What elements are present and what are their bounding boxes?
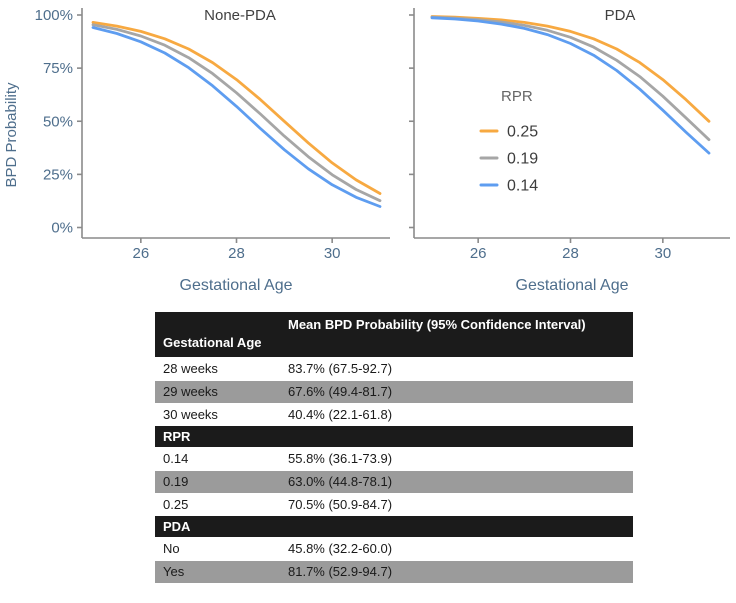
x-axis-label: Gestational Age (180, 277, 293, 294)
value-column-header: Mean BPD Probability (95% Confidence Int… (288, 317, 586, 332)
series-line-0.14 (430, 16, 711, 155)
row-label: 30 weeks (163, 407, 218, 422)
row-label: 29 weeks (163, 384, 218, 399)
table-row: 29 weeks 67.6% (49.4-81.7) (155, 380, 633, 403)
table-row: 0.19 63.0% (44.8-78.1) (155, 470, 633, 493)
table-row: 0.14 55.8% (36.1-73.9) (155, 447, 633, 470)
legend-title: RPR (501, 88, 533, 105)
row-value: 81.7% (52.9-94.7) (288, 564, 393, 579)
legend-entry-label: 0.14 (507, 178, 538, 195)
series-line-0.19 (430, 15, 711, 142)
table-header-spacer (155, 316, 280, 334)
row-label: 0.19 (163, 474, 189, 489)
table-body: 28 weeks 83.7% (67.5-92.7) 29 weeks 67.6% (… (155, 357, 633, 583)
table-row: 28 weeks 83.7% (67.5-92.7) (155, 357, 633, 380)
section-header-rpr: RPR (155, 426, 633, 447)
y-tick-label: 0% (51, 220, 73, 237)
row-value: 63.0% (44.8-78.1) (288, 474, 393, 489)
y-axis-label: BPD Probability (3, 82, 20, 188)
series-line-0.14 (91, 26, 382, 208)
chart-title: None-PDA (204, 7, 276, 24)
series-line-0.19 (91, 23, 382, 203)
table-row: Yes 81.7% (52.9-94.7) (155, 560, 633, 583)
x-axis-label: Gestational Age (516, 277, 629, 294)
series-line-0.25 (430, 15, 711, 123)
x-tick-label: 30 (324, 245, 341, 262)
y-tick-label: 75% (43, 60, 73, 77)
row-value: 40.4% (22.1-61.8) (288, 407, 393, 422)
x-tick-label: 30 (654, 245, 671, 262)
table-row: 0.25 70.5% (50.9-84.7) (155, 493, 633, 516)
row-label: Yes (163, 564, 185, 579)
row-value: 45.8% (32.2-60.0) (288, 541, 393, 556)
x-tick-label: 26 (132, 245, 149, 262)
x-tick-label: 28 (228, 245, 245, 262)
table-header: Mean BPD Probability (95% Confidence Int… (155, 312, 633, 357)
chart-title: PDA (605, 7, 636, 24)
x-tick-label: 26 (470, 245, 487, 262)
legend-entry-label: 0.25 (507, 124, 538, 141)
section-label-gestational-age: Gestational Age (163, 335, 262, 350)
y-tick-label: 50% (43, 113, 73, 130)
y-tick-label: 25% (43, 166, 73, 183)
series-line-0.25 (91, 20, 382, 195)
table-row: No 45.8% (32.2-60.0) (155, 537, 633, 560)
row-value: 55.8% (36.1-73.9) (288, 451, 393, 466)
row-value: 70.5% (50.9-84.7) (288, 497, 393, 512)
row-label: 0.25 (163, 497, 189, 512)
row-value: 83.7% (67.5-92.7) (288, 361, 393, 376)
bpd-probability-charts: 0% 25% 50% 75% 100% 26 28 30 None-PDA Gestational… (3, 7, 730, 294)
section-header-pda: PDA (155, 516, 633, 537)
bpd-summary-table: Mean BPD Probability (95% Confidence Int… (155, 312, 633, 583)
table-row: 30 weeks 40.4% (22.1-61.8) (155, 403, 633, 426)
row-label: 0.14 (163, 451, 189, 466)
legend-entry-label: 0.19 (507, 151, 538, 168)
x-tick-label: 28 (562, 245, 579, 262)
y-tick-label: 100% (35, 7, 73, 24)
row-label: No (163, 541, 180, 556)
row-value: 67.6% (49.4-81.7) (288, 384, 393, 399)
row-label: 28 weeks (163, 361, 218, 376)
